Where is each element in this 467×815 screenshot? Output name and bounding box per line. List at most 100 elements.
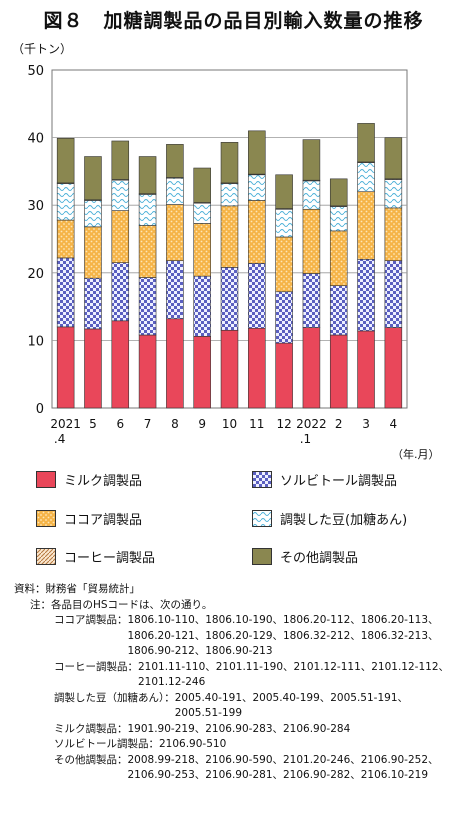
legend-swatch-coffee bbox=[36, 548, 56, 565]
bar-segment-s3-c4 bbox=[166, 177, 184, 205]
x-tick-label: 10 bbox=[222, 417, 237, 431]
hs-entry-label: その他調製品： bbox=[54, 753, 128, 766]
legend-swatch-cocoa bbox=[36, 510, 56, 527]
legend-item-coffee: コーヒー調製品 bbox=[36, 547, 155, 566]
chart-title: 図８ 加糖調製品の品目別輸入数量の推移 bbox=[43, 10, 424, 32]
bar-segment-s2-c4 bbox=[166, 204, 184, 261]
hs-code-line: 1806.20-121、1806.20-129、1806.32-212、1806… bbox=[127, 629, 439, 642]
bar-segment-s2-c12 bbox=[384, 207, 403, 261]
bar-segment-s5-c9 bbox=[302, 139, 321, 181]
hs-entry: ミルク調製品： 1901.90-219、2106.90-283、2106.90-2… bbox=[14, 722, 464, 738]
bar-segment-s0-c11 bbox=[357, 330, 375, 409]
bar-segment-s0-c8 bbox=[275, 342, 293, 409]
hs-entry: 調製した豆（加糖あん）： 2005.40-191、2005.40-199、2005… bbox=[14, 691, 464, 722]
hs-entry-codes: 1901.90-219、2106.90-283、2106.90-284 bbox=[128, 722, 351, 738]
bar-segment-s5-c12 bbox=[384, 137, 403, 180]
bar-segment-s3-c5 bbox=[193, 202, 211, 224]
stacked-bar-chart: 0 10 20 30 40 50 2021.4 5 6 7 8 9 10 11 12 2022.1 2 3 4 bbox=[27, 64, 408, 446]
bar-segment-s0-c6 bbox=[220, 329, 239, 409]
bar-segment-s0-c4 bbox=[166, 318, 184, 409]
legend-swatch-other bbox=[252, 548, 272, 565]
bar-segment-s3-c0 bbox=[56, 183, 75, 221]
bar-segment-s2-c3 bbox=[138, 225, 157, 278]
bar-segment-s2-c5 bbox=[193, 223, 211, 277]
x-tick-label: .1 bbox=[300, 432, 311, 446]
legend-item-beans: 調製した豆(加糖あん) bbox=[252, 509, 407, 528]
bar-segment-s1-c3 bbox=[138, 277, 157, 336]
x-tick-label: 2 bbox=[335, 417, 343, 431]
legend-label-milk: ミルク調製品 bbox=[64, 474, 143, 489]
hs-entry-label: ミルク調製品： bbox=[54, 722, 128, 735]
y-tick-label: 20 bbox=[27, 267, 44, 282]
bar-segment-s5-c5 bbox=[193, 167, 211, 203]
x-tick-label: 3 bbox=[362, 417, 370, 431]
y-axis-unit: （千トン） bbox=[12, 42, 73, 56]
x-tick-label: 2022 bbox=[296, 417, 327, 431]
bar-segment-s3-c2 bbox=[111, 179, 130, 211]
source-note: 資料：財務省「貿易統計」 bbox=[14, 583, 140, 595]
bar-segment-s3-c9 bbox=[302, 180, 321, 210]
hs-code-line: 2008.99-218、2106.90-590、2101.20-246、2106… bbox=[127, 753, 439, 766]
hs-entry-label: コーヒー調製品： bbox=[54, 660, 138, 673]
bar-segment-s0-c1 bbox=[84, 328, 102, 409]
bar-segment-s5-c8 bbox=[275, 174, 293, 209]
hs-code-list: ココア調製品： 1806.10-110、1806.10-190、1806.20-1… bbox=[14, 613, 464, 784]
x-tick-label: 5 bbox=[89, 417, 97, 431]
hs-entry-label: 調製した豆（加糖あん）： bbox=[54, 691, 175, 704]
legend-label-beans: 調製した豆(加糖あん) bbox=[280, 513, 408, 528]
bar-segment-s3-c11 bbox=[357, 162, 375, 192]
bar-segment-s5-c11 bbox=[357, 123, 375, 163]
bar-segment-s1-c10 bbox=[329, 285, 348, 336]
bar-segment-s2-c10 bbox=[329, 230, 348, 286]
bar-segment-s1-c7 bbox=[248, 263, 266, 329]
legend-swatch-sorbitol bbox=[252, 471, 272, 488]
x-tick-label: 7 bbox=[144, 417, 152, 431]
hs-entry-codes: 2005.40-191、2005.40-199、2005.51-191、 2005… bbox=[175, 691, 408, 722]
bar-segment-s3-c3 bbox=[138, 194, 157, 226]
chart-notes: 資料：財務省「貿易統計」 注：各品目のHSコードは、次の通り。 ココア調製品： 1… bbox=[14, 582, 464, 784]
bar-segment-s0-c5 bbox=[193, 336, 211, 409]
bar-segment-s5-c7 bbox=[248, 130, 266, 175]
bar-segment-s1-c4 bbox=[166, 260, 184, 320]
bar-segment-s0-c7 bbox=[248, 327, 266, 409]
x-tick-label: 12 bbox=[276, 417, 291, 431]
bar-segment-s5-c0 bbox=[56, 137, 75, 184]
hs-entry-codes: 1806.10-110、1806.10-190、1806.20-112、1806… bbox=[128, 613, 439, 660]
bar-segment-s3-c10 bbox=[329, 206, 348, 232]
bar-segment-s2-c2 bbox=[111, 210, 130, 263]
hs-code-line: 1901.90-219、2106.90-283、2106.90-284 bbox=[127, 722, 351, 735]
bar-segment-s0-c3 bbox=[138, 334, 157, 409]
bar-segment-s0-c12 bbox=[384, 327, 403, 409]
legend-label-coffee: コーヒー調製品 bbox=[64, 551, 156, 566]
bar-segment-s2-c9 bbox=[302, 208, 321, 274]
bar-segment-s1-c0 bbox=[56, 257, 75, 328]
bar-segment-s5-c1 bbox=[84, 156, 102, 201]
bar-segment-s2-c11 bbox=[357, 191, 375, 260]
bar-segment-s5-c2 bbox=[111, 140, 130, 180]
bar-segment-s1-c1 bbox=[84, 277, 102, 330]
hs-entry-codes: 2106.90-510 bbox=[159, 737, 226, 753]
hs-entry-codes: 2008.99-218、2106.90-590、2101.20-246、2106… bbox=[128, 753, 439, 784]
bar-segment-s0-c0 bbox=[56, 326, 75, 409]
x-tick-label: 2021 bbox=[50, 417, 81, 431]
bar-segment-s3-c6 bbox=[220, 183, 239, 207]
hs-code-line: 1806.90-212、1806.90-213 bbox=[127, 645, 273, 657]
hs-entry: ソルビトール調製品： 2106.90-510 bbox=[14, 737, 464, 753]
legend-swatch-milk bbox=[36, 471, 56, 488]
bar-segment-s5-c6 bbox=[220, 142, 239, 184]
legend-label-other: その他調製品 bbox=[280, 551, 359, 566]
bar-segment-s3-c12 bbox=[384, 179, 403, 209]
legend-swatch-beans bbox=[252, 510, 272, 527]
hs-entry: その他調製品： 2008.99-218、2106.90-590、2101.20-2… bbox=[14, 753, 464, 784]
hs-code-line: 2005.51-199 bbox=[174, 707, 243, 719]
hs-entry-label: ソルビトール調製品： bbox=[54, 738, 159, 750]
bar-segment-s2-c1 bbox=[84, 226, 102, 279]
x-tick-label: 4 bbox=[390, 417, 398, 431]
hs-code-line: 2005.40-191、2005.40-199、2005.51-191、 bbox=[174, 691, 409, 704]
hs-code-line: 1806.10-110、1806.10-190、1806.20-112、1806… bbox=[127, 614, 439, 626]
legend-label-cocoa: ココア調製品 bbox=[64, 513, 143, 528]
bar-segment-s3-c8 bbox=[275, 208, 293, 238]
legend-item-sorbitol: ソルビトール調製品 bbox=[252, 470, 397, 489]
bar-segment-s0-c2 bbox=[111, 320, 130, 409]
bar-segment-s1-c12 bbox=[384, 260, 403, 328]
